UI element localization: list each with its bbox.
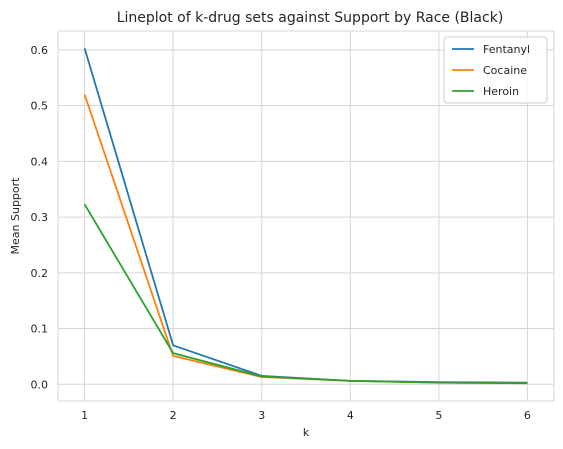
- y-tick-label: 0.3: [31, 211, 49, 224]
- x-tick-label: 2: [170, 409, 177, 422]
- y-tick-label: 0.0: [31, 378, 49, 391]
- legend-label-heroin: Heroin: [483, 85, 519, 98]
- x-tick-label: 3: [258, 409, 265, 422]
- y-axis-label: Mean Support: [9, 177, 22, 255]
- x-tick-label: 1: [81, 409, 88, 422]
- legend-box: [443, 36, 548, 104]
- x-axis-label: k: [303, 426, 310, 439]
- x-tick-label: 6: [524, 409, 531, 422]
- series-line-cocaine: [83, 94, 528, 385]
- x-tick-label: 5: [435, 409, 442, 422]
- legend-label-fentanyl: Fentanyl: [483, 43, 530, 56]
- y-tick-label: 0.5: [31, 100, 49, 113]
- y-tick-label: 0.4: [31, 155, 49, 168]
- legend: Fentanyl Cocaine Heroin: [443, 36, 548, 104]
- legend-label-cocaine: Cocaine: [483, 64, 527, 77]
- y-tick-label: 0.1: [31, 323, 49, 336]
- chart-title: Lineplot of k-drug sets against Support …: [117, 10, 504, 26]
- y-tick-label: 0.2: [31, 267, 49, 280]
- series-line-heroin: [83, 203, 528, 385]
- y-tick-label: 0.6: [31, 44, 49, 57]
- plot-area: 1 2 3 4 5 6 0.0 0.1 0.2 0.3 0.4 0.5 0.6: [31, 30, 555, 422]
- plot-frame: [57, 30, 555, 402]
- x-tick-label: 4: [347, 409, 354, 422]
